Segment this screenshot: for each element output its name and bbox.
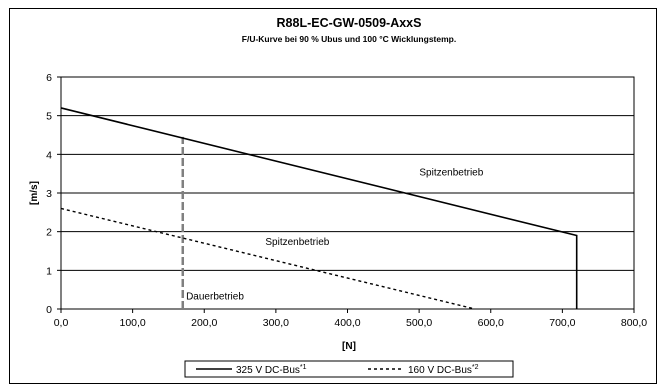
legend-box [184,360,514,378]
chart-title: R88L-EC-GW-0509-AxxS [277,16,422,30]
y-tick-label-1: 1 [46,265,52,277]
y-axis-label: [m/s] [29,181,40,205]
annotation-1: Spitzenbetrieb [265,237,329,248]
y-tick-label-5: 5 [46,111,52,123]
x-tick-label-3: 300,0 [263,317,289,329]
y-tick-label-0: 0 [46,304,52,316]
x-tick-label-0: 0,0 [54,317,69,329]
x-tick-label-2: 200,0 [191,317,217,329]
annotation-0: Spitzenbetrieb [419,168,483,179]
y-tick-label-4: 4 [46,149,52,161]
y-tick-labels: 0 1 2 3 4 5 6 [46,72,52,316]
chart-frame [9,8,657,384]
x-tick-label-5: 500,0 [406,317,432,329]
legend-label-325v: 325 V DC-Bus*1 [236,364,307,376]
series-line-0 [60,107,578,309]
x-axis-label: [N] [342,341,356,352]
y-tick-label-3: 3 [46,188,52,200]
x-tick-label-4: 400,0 [334,317,360,329]
y-tick-label-6: 6 [46,72,52,84]
x-tick-label-8: 800,0 [621,317,647,329]
x-tick-label-6: 600,0 [478,317,504,329]
series-lines [60,107,578,310]
legend-label-160v: 160 V DC-Bus*2 [408,364,479,376]
legend: 325 V DC-Bus*1 160 V DC-Bus*2 [184,360,514,378]
chart-subtitle: F/U-Kurve bei 90 % Ubus und 100 °C Wickl… [242,34,456,44]
y-tick-label-2: 2 [46,227,52,239]
axis-ticks [57,76,635,313]
series-line-1 [60,207,476,310]
x-tick-label-7: 700,0 [549,317,575,329]
annotations: Spitzenbetrieb Spitzenbetrieb Dauerbetrieb [186,168,484,303]
grid-lines [61,115,634,271]
x-tick-labels: 0,0 100,0 200,0 300,0 400,0 500,0 600,0 700,0 80… [54,317,648,329]
x-tick-label-1: 100,0 [119,317,145,329]
annotation-2: Dauerbetrieb [186,291,244,302]
